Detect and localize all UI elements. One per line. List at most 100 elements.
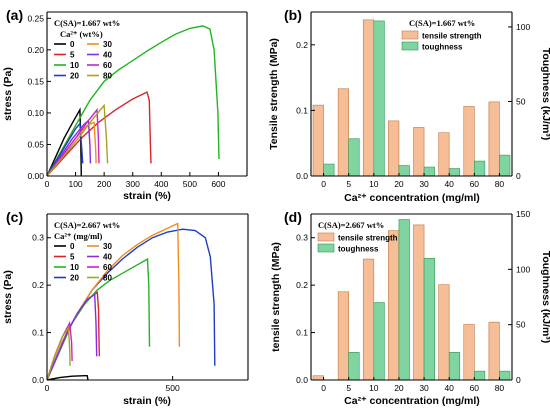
c-xtick-label: 500 <box>166 383 180 393</box>
a-xtick-label: 400 <box>154 179 168 189</box>
d-xtick-label: 5 <box>346 383 351 393</box>
a-ytick-label: 0.05 <box>27 139 44 149</box>
a-xtick-label: 200 <box>97 179 111 189</box>
b-ytick-right-label: 0 <box>516 171 521 181</box>
d-legend-label-ts: tensile strength <box>338 234 398 243</box>
panel-b-xlabel: Ca²⁺ concentration (mg/ml) <box>344 192 480 204</box>
d-xtick-label: 10 <box>369 383 379 393</box>
b-ytick-left-label: 0.1 <box>296 105 308 115</box>
panel-c-legend-title: Ca²⁺ (mg/ml) <box>54 231 103 241</box>
panel-a-xlabel: strain (%) <box>123 190 171 202</box>
d-bar-tensile-40 <box>438 284 450 381</box>
a-series-20 <box>46 121 84 177</box>
b-legend-swatch-tg <box>401 41 419 51</box>
a-legend-label-40: 40 <box>103 51 112 60</box>
d-legend-label-tg: toughness <box>338 245 379 254</box>
d-xtick-label: 80 <box>495 383 505 393</box>
b-ytick-left-label: 0.0 <box>296 171 308 181</box>
panel-a-label: (a) <box>6 7 23 23</box>
d-ytick-right-label: 50 <box>516 320 526 330</box>
b-bar-tensile-0 <box>312 104 324 177</box>
panel-d: (d) 0 5 10 20 30 40 60 800.00.10.20.3050100150 … <box>270 209 550 407</box>
b-xtick-label: 30 <box>419 179 429 189</box>
b-bar-toughness-80 <box>499 154 511 177</box>
a-series-10 <box>46 25 220 177</box>
a-legend-label-60: 60 <box>103 61 112 70</box>
b-bar-toughness-20 <box>398 165 410 177</box>
c-series-0 <box>46 375 89 381</box>
c-ytick-label: 0.0 <box>32 375 44 385</box>
c-legend-label-5: 5 <box>70 253 75 262</box>
panel-b-ylabel-left: Tensile strength (MPa) <box>268 38 280 150</box>
a-legend-label-10: 10 <box>70 61 79 70</box>
b-bar-tensile-40 <box>438 132 450 177</box>
panel-c-xlabel: strain (%) <box>123 395 171 407</box>
d-bar-tensile-20 <box>388 230 400 381</box>
c-xtick-label: 0 <box>45 383 50 393</box>
d-bar-toughness-20 <box>398 219 410 381</box>
d-ytick-left-label: 0.1 <box>296 328 308 338</box>
panel-d-legend: tensile strength toughness <box>317 232 398 254</box>
b-xtick-label: 40 <box>444 179 454 189</box>
a-series-5 <box>46 91 152 177</box>
a-legend-label-30: 30 <box>103 40 112 49</box>
b-bar-tensile-5 <box>337 88 349 177</box>
a-series-80 <box>46 103 109 177</box>
d-ytick-left-label: 0.2 <box>296 280 308 290</box>
panel-b-note: C(SA)=1.667 wt% <box>409 18 475 28</box>
d-legend-swatch-ts <box>317 232 335 242</box>
b-bar-tensile-80 <box>488 101 500 177</box>
a-series-40 <box>46 119 92 177</box>
d-bar-toughness-10 <box>373 302 385 381</box>
b-bar-tensile-60 <box>463 106 475 177</box>
d-xtick-label: 60 <box>470 383 480 393</box>
panel-b-label: (b) <box>284 7 302 23</box>
a-xtick-label: 500 <box>183 179 197 189</box>
d-ytick-left-label: 0.3 <box>296 233 308 243</box>
d-bar-toughness-60 <box>474 370 486 381</box>
panel-a-ylabel: stress (Pa) <box>2 67 14 121</box>
c-legend-label-60: 60 <box>103 263 112 272</box>
d-ytick-right-label: 0 <box>516 375 521 385</box>
d-bar-tensile-80 <box>488 321 500 381</box>
c-legend-label-40: 40 <box>103 253 112 262</box>
panel-a-note: C(SA)=1.667 wt% <box>54 18 120 28</box>
b-xtick-label: 60 <box>470 179 480 189</box>
c-ytick-label: 0.2 <box>32 280 44 290</box>
c-legend-label-30: 30 <box>103 242 112 251</box>
b-legend-label-ts: tensile strength <box>422 32 482 41</box>
a-xtick-label: 600 <box>211 179 225 189</box>
b-xtick-label: 10 <box>369 179 379 189</box>
d-xtick-label: 30 <box>419 383 429 393</box>
d-bar-toughness-80 <box>499 370 511 381</box>
b-xtick-label: 0 <box>321 179 326 189</box>
c-series-30 <box>46 222 181 381</box>
c-legend-label-80: 80 <box>103 274 112 283</box>
panel-b-ylabel-right: Toughness (kJ/m³) <box>540 48 550 141</box>
d-bar-toughness-40 <box>448 352 461 381</box>
b-bar-toughness-30 <box>423 166 435 177</box>
c-legend-label-0: 0 <box>70 242 75 251</box>
d-ytick-right-label: 100 <box>516 264 530 274</box>
a-xtick-label: 300 <box>126 179 140 189</box>
d-legend-swatch-tg <box>317 243 335 253</box>
d-ytick-left-label: 0.0 <box>296 375 308 385</box>
b-bar-toughness-60 <box>474 160 486 177</box>
panel-b-ticks: 0 5 10 20 30 40 60 80 0.0 0.1 0.2 0 50 100 <box>296 22 530 189</box>
c-ytick-label: 0.3 <box>32 233 44 243</box>
b-xtick-label: 5 <box>346 179 351 189</box>
a-legend-label-80: 80 <box>103 72 112 81</box>
panel-c: (c) 0 500 0.0 0.1 0.2 0.3 C(SA)=2.667 wt% Ca²… <box>2 209 249 407</box>
c-ytick-label: 0.1 <box>32 328 44 338</box>
a-legend-label-5: 5 <box>70 51 75 60</box>
d-xtick-label: 0 <box>321 383 326 393</box>
panel-c-plot <box>46 222 216 381</box>
panel-a-plot <box>46 25 220 177</box>
b-xtick-label: 80 <box>495 179 505 189</box>
c-series-5 <box>46 291 100 381</box>
b-ytick-right-label: 100 <box>516 22 530 32</box>
panel-a-legend-title: Ca²⁺ (wt%) <box>60 29 103 39</box>
panel-c-label: (c) <box>6 209 23 225</box>
